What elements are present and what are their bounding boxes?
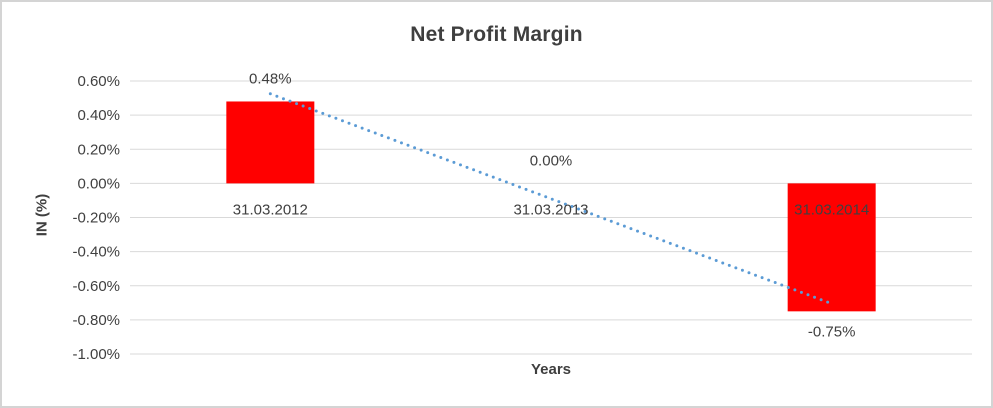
- bar: [787, 183, 876, 312]
- category-label: 31.03.2014: [794, 201, 869, 218]
- y-tick-label: 0.60%: [77, 73, 120, 90]
- data-label: 0.48%: [249, 70, 292, 87]
- y-tick-label: 0.20%: [77, 141, 120, 158]
- bar: [226, 101, 315, 184]
- y-tick-label: -0.80%: [72, 312, 120, 329]
- chart-title: Net Profit Margin: [410, 23, 583, 46]
- y-tick-label: -0.60%: [72, 278, 120, 295]
- category-label: 31.03.2013: [513, 201, 588, 218]
- y-tick-label: 0.40%: [77, 107, 120, 124]
- y-tick-label: -0.40%: [72, 244, 120, 261]
- trendline: [268, 92, 834, 306]
- y-tick-label: -1.00%: [72, 346, 120, 363]
- data-label: 0.00%: [530, 152, 573, 169]
- y-tick-label: -0.20%: [72, 210, 120, 227]
- y-tick-label: 0.00%: [77, 175, 120, 192]
- data-label: -0.75%: [808, 323, 856, 340]
- category-label: 31.03.2012: [233, 201, 308, 218]
- x-axis-title: Years: [530, 361, 572, 378]
